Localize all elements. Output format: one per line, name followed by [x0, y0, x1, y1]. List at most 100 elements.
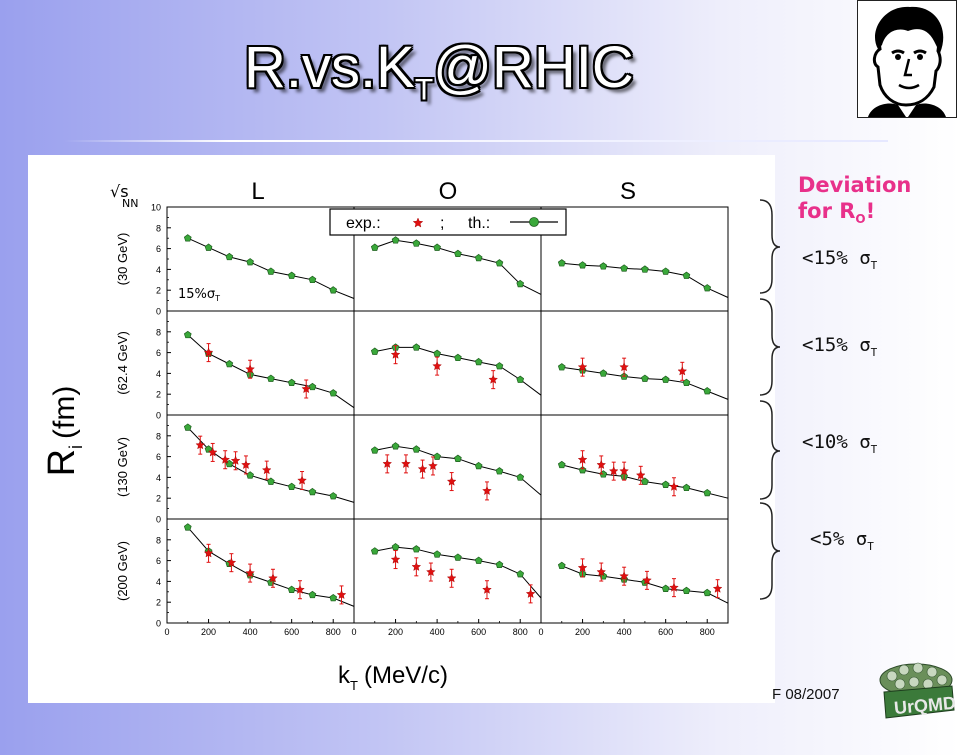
x-tick-label: 200 [575, 627, 590, 637]
theory-curve [187, 427, 355, 503]
theory-point [267, 267, 275, 275]
y-tick-label: 2 [156, 286, 161, 296]
title-divider [64, 140, 888, 142]
experimental-point [411, 561, 422, 571]
theory-point [474, 556, 483, 564]
y-tick-label: 10 [151, 203, 161, 213]
x-tick-label: 400 [243, 627, 258, 637]
experimental-point [432, 361, 442, 371]
panel-frame [166, 310, 355, 416]
experimental-point [336, 589, 347, 599]
theory-point [578, 261, 587, 269]
theory-point [267, 374, 275, 382]
experimental-point [482, 584, 492, 594]
y-tick-label: 0 [156, 411, 161, 421]
theory-point [433, 349, 441, 357]
theory-curve [561, 366, 729, 400]
deviation-label-30gev: <15% σT [802, 247, 878, 272]
theory-curve [374, 445, 542, 496]
theory-curve [374, 239, 542, 295]
theory-point [246, 258, 254, 266]
theory-point [370, 347, 379, 355]
title-main: R.vs.K [244, 35, 415, 100]
slide-title: R.vs.KT@RHIC [244, 34, 634, 108]
experimental-point [226, 557, 237, 567]
experimental-point [488, 374, 498, 384]
experimental-point [577, 362, 588, 372]
theory-point [329, 389, 338, 397]
svg-text:UrQMD: UrQMD [893, 693, 957, 718]
y-tick-label: 6 [156, 556, 161, 566]
theory-point [225, 252, 234, 261]
experimental-point [382, 458, 393, 468]
brace-row-1 [759, 199, 781, 294]
experimental-point [577, 562, 588, 572]
experimental-point [195, 440, 206, 450]
theory-point [516, 473, 525, 481]
deviation-label-200gev: <5% σT [810, 528, 874, 553]
theory-point [204, 445, 213, 453]
experimental-point [677, 366, 688, 376]
theory-point [287, 271, 296, 279]
experimental-point [482, 485, 492, 495]
column-title: O [439, 178, 458, 205]
theory-point [703, 387, 712, 395]
x-tick-label: 0 [164, 627, 169, 637]
theory-point [308, 275, 317, 284]
deviation-heading: Deviation for RO! [798, 172, 911, 232]
experimental-point [596, 459, 607, 469]
deviation-heading-line1: Deviation [798, 173, 912, 197]
experimental-point [426, 567, 436, 577]
theory-point [516, 279, 525, 288]
experimental-point [619, 571, 629, 581]
theory-point [495, 467, 504, 475]
x-tick-label: 200 [201, 627, 216, 637]
theory-point [474, 357, 483, 366]
y-tick-label: 6 [156, 348, 161, 358]
row-energy-label: (130 GeV) [115, 437, 130, 497]
deviation-label-130gev: <10% σT [802, 431, 878, 456]
experimental-point [417, 464, 428, 474]
panel-frame [166, 518, 355, 624]
theory-point [308, 382, 317, 391]
x-tick-label: 600 [284, 627, 299, 637]
y-tick-label: 8 [156, 535, 161, 545]
theory-point [516, 570, 525, 578]
y-tick-label: 4 [156, 473, 161, 483]
legend-th-marker [529, 217, 539, 227]
theory-point [557, 259, 566, 267]
experimental-point [642, 575, 652, 585]
goethe-portrait-logo [857, 0, 957, 118]
theory-point [661, 584, 670, 592]
theory-point [391, 543, 400, 551]
theory-point [183, 330, 192, 339]
panel-frame [353, 310, 542, 416]
theory-point [267, 477, 275, 485]
theory-point [578, 466, 587, 474]
x-tick-label: 0 [351, 627, 356, 637]
theory-point [412, 343, 421, 351]
y-tick-label: 0 [156, 619, 161, 629]
theory-point [703, 488, 712, 497]
theory-point [703, 284, 712, 292]
theory-point [516, 375, 525, 383]
experimental-point [207, 447, 218, 457]
experimental-point [596, 567, 607, 577]
theory-point [682, 483, 691, 492]
theory-point [641, 477, 649, 485]
y-tick-label: 0 [156, 515, 161, 525]
hbt-radii-figure: 0 2 4 6 8 10 0 2 4 6 8 0 2 4 6 8 0 2 4 6 8 0 200 400 600 800 0 200 4… [28, 155, 775, 703]
theory-point [454, 454, 462, 462]
theory-point [370, 446, 379, 454]
radii-chart: 0 2 4 6 8 10 0 2 4 6 8 0 2 4 6 8 0 2 4 6 8 0 200 400 600 800 0 200 4… [41, 178, 729, 693]
theory-curve [187, 334, 355, 409]
theory-point [557, 561, 566, 570]
x-tick-label: 400 [430, 627, 445, 637]
theory-point [225, 360, 234, 368]
experimental-point [635, 470, 646, 480]
theory-point [370, 243, 379, 251]
experimental-point [401, 458, 411, 468]
x-tick-label: 200 [388, 627, 403, 637]
experimental-point [261, 465, 272, 475]
theory-point [391, 442, 400, 450]
